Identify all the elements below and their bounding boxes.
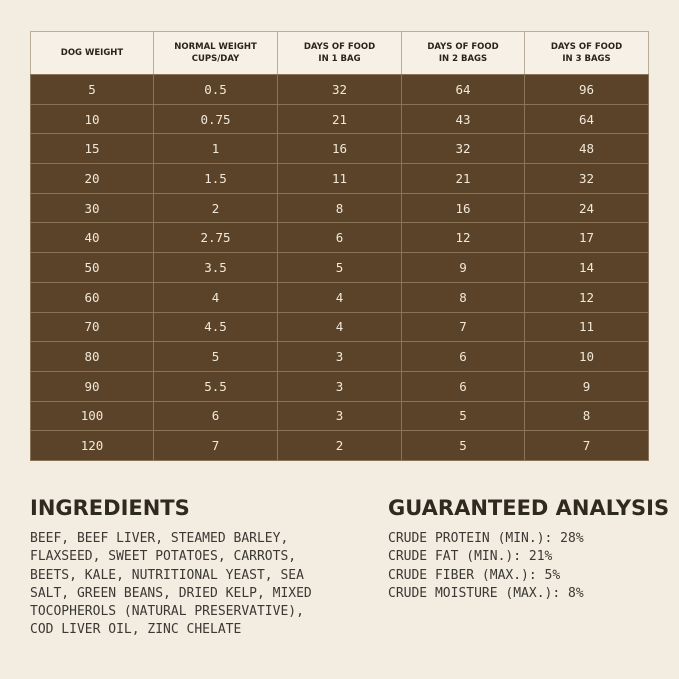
table-cell: 16: [277, 133, 402, 165]
text-line: CRUDE FIBER (MAX.): 5%: [388, 567, 561, 583]
table-cell: 5: [30, 74, 154, 105]
header-cell: DAYS OF FOOD IN 3 BAGS: [524, 31, 649, 75]
text-line: CRUDE FAT (MIN.): 21%: [388, 549, 553, 565]
table-cell: 3: [277, 370, 402, 402]
table-cell: 64: [401, 74, 525, 105]
text-line: SALT, GREEN BEANS, DRIED KELP, MIXED: [30, 585, 312, 601]
table-cell: 10: [524, 341, 649, 372]
analysis-title: GUARANTEED ANALYSIS: [388, 496, 670, 520]
table-cell: 7: [524, 430, 649, 461]
table-cell: 100: [30, 400, 154, 432]
table-cell: 8: [524, 400, 649, 432]
table-cell: 48: [524, 133, 649, 165]
table-cell: 6: [153, 400, 278, 432]
table-cell: 20: [30, 163, 154, 194]
text-line: BEEF, BEEF LIVER, STEAMED BARLEY,: [30, 531, 289, 546]
table-cell: 3: [277, 341, 402, 372]
table-cell: 120: [30, 430, 154, 461]
table-cell: 8: [401, 281, 525, 313]
table-cell: 4: [277, 311, 402, 343]
table-cell: 50: [30, 252, 154, 283]
table-cell: 21: [401, 163, 525, 194]
header-text: IN 2 BAGS: [438, 54, 488, 64]
header-cell: DOG WEIGHT: [30, 31, 154, 75]
table-cell: 5: [401, 400, 525, 432]
table-cell: 7: [401, 311, 525, 343]
table-cell: 8: [277, 192, 402, 224]
table-cell: 4: [153, 281, 278, 313]
table-cell: 3: [277, 400, 402, 432]
table-cell: 12: [524, 281, 649, 313]
table-cell: 5: [401, 430, 525, 461]
table-cell: 17: [524, 222, 649, 254]
header-text: NORMAL WEIGHT: [174, 42, 257, 52]
table-cell: 14: [524, 252, 649, 283]
header-cell: NORMAL WEIGHT CUPS/DAY: [153, 31, 278, 75]
table-cell: 5: [153, 341, 278, 372]
table-cell: 0.75: [153, 103, 278, 135]
table-cell: 32: [524, 163, 649, 194]
table-cell: 5: [277, 252, 402, 283]
table-cell: 0.5: [153, 74, 278, 105]
table-cell: 11: [524, 311, 649, 343]
text-line: BEETS, KALE, NUTRITIONAL YEAST, SEA: [30, 567, 304, 583]
table-cell: 1.5: [153, 163, 278, 194]
table-cell: 11: [277, 163, 402, 194]
table-cell: 9: [401, 252, 525, 283]
text-line: TOCOPHEROLS (NATURAL PRESERVATIVE),: [30, 604, 304, 620]
text-line: CRUDE PROTEIN (MIN.): 28%: [388, 531, 584, 546]
header-text: DAYS OF FOOD: [303, 42, 376, 52]
table-cell: 43: [401, 103, 525, 135]
table-cell: 24: [524, 192, 649, 224]
table-cell: 60: [30, 281, 154, 313]
table-cell: 10: [30, 103, 154, 135]
table-cell: 90: [30, 370, 154, 402]
ingredients-list: BEEF, BEEF LIVER, STEAMED BARLEY, FLAXSEE…: [30, 530, 312, 640]
table-cell: 2: [153, 192, 278, 224]
text-line: CRUDE MOISTURE (MAX.): 8%: [388, 585, 584, 601]
table-cell: 70: [30, 311, 154, 343]
table-cell: 6: [277, 222, 402, 254]
table-cell: 2: [277, 430, 402, 461]
header-text: DAYS OF FOOD: [427, 42, 499, 52]
header-text: DOG WEIGHT: [60, 48, 124, 58]
header-text: IN 1 BAG: [318, 54, 361, 64]
analysis-list: CRUDE PROTEIN (MIN.): 28% CRUDE FAT (MIN.…: [388, 530, 584, 603]
ingredients-title: INGREDIENTS: [30, 496, 190, 520]
table-cell: 3.5: [153, 252, 278, 283]
table-cell: 15: [30, 133, 154, 165]
table-cell: 7: [153, 430, 278, 461]
table-cell: 6: [401, 341, 525, 372]
table-cell: 30: [30, 192, 154, 224]
table-cell: 21: [277, 103, 402, 135]
table-cell: 9: [524, 370, 649, 402]
text-line: FLAXSEED, SWEET POTATOES, CARROTS,: [30, 549, 297, 565]
text-line: COD LIVER OIL, ZINC CHELATE: [30, 622, 242, 638]
table-cell: 32: [277, 74, 402, 105]
table-cell: 40: [30, 222, 154, 254]
table-cell: 4.5: [153, 311, 278, 343]
table-cell: 1: [153, 133, 278, 165]
header-text: CUPS/DAY: [191, 54, 240, 64]
table-cell: 6: [401, 370, 525, 402]
table-cell: 32: [401, 133, 525, 165]
header-cell: DAYS OF FOOD IN 1 BAG: [277, 31, 402, 75]
table-cell: 5.5: [153, 370, 278, 402]
header-text: IN 3 BAGS: [562, 54, 611, 64]
header-text: DAYS OF FOOD: [550, 42, 623, 52]
table-cell: 12: [401, 222, 525, 254]
table-cell: 80: [30, 341, 154, 372]
table-cell: 64: [524, 103, 649, 135]
table-cell: 4: [277, 281, 402, 313]
table-cell: 96: [524, 74, 649, 105]
header-cell: DAYS OF FOOD IN 2 BAGS: [401, 31, 525, 75]
table-cell: 16: [401, 192, 525, 224]
table-cell: 2.75: [153, 222, 278, 254]
